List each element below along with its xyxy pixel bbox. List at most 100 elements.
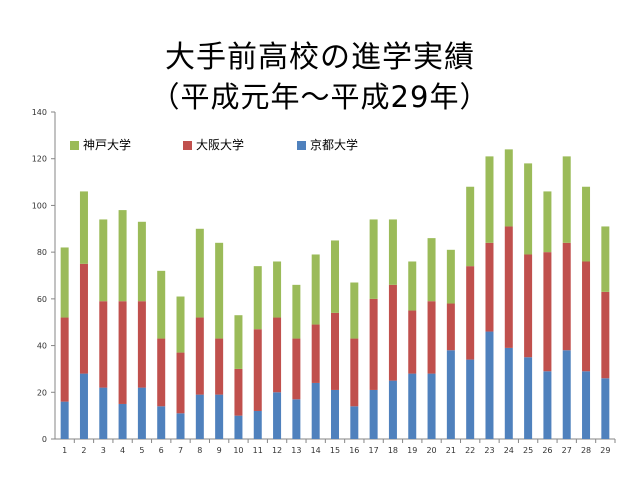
bar-kobe-14: [311, 254, 320, 325]
x-tick-label: 22: [465, 446, 475, 455]
x-tick-label: 17: [369, 446, 379, 455]
bar-kyoto-3: [99, 387, 108, 439]
bar-kyoto-4: [118, 403, 127, 439]
bar-kyoto-1: [60, 401, 69, 439]
bar-osaka-4: [118, 301, 127, 404]
y-tick-label: 0: [42, 435, 47, 444]
y-tick-label: 100: [32, 201, 47, 210]
bar-kyoto-23: [485, 331, 494, 439]
bar-osaka-11: [253, 329, 262, 411]
bar-kobe-10: [234, 315, 243, 369]
bar-kobe-16: [350, 282, 359, 339]
bar-kobe-22: [466, 186, 475, 267]
bar-osaka-3: [99, 301, 108, 388]
bar-osaka-13: [292, 338, 301, 400]
bar-kyoto-19: [408, 373, 417, 439]
x-tick-label: 10: [233, 446, 243, 455]
bar-kobe-19: [408, 261, 417, 311]
bar-kobe-26: [543, 191, 552, 253]
bar-kyoto-18: [388, 380, 397, 439]
x-tick-label: 7: [178, 446, 183, 455]
bar-kyoto-14: [311, 382, 320, 439]
bar-osaka-24: [504, 226, 513, 348]
x-tick-label: 14: [311, 446, 321, 455]
bar-kobe-3: [99, 219, 108, 302]
bar-osaka-29: [601, 291, 610, 379]
bar-kobe-1: [60, 247, 69, 318]
bar-kobe-18: [388, 219, 397, 285]
bar-kobe-29: [601, 226, 610, 292]
bar-kobe-28: [582, 186, 591, 262]
bar-osaka-16: [350, 338, 359, 407]
x-tick-label: 20: [426, 446, 436, 455]
bar-osaka-14: [311, 324, 320, 383]
bar-osaka-6: [157, 338, 166, 407]
x-tick-label: 5: [139, 446, 144, 455]
bar-kobe-7: [176, 296, 185, 353]
bar-kobe-20: [427, 238, 436, 302]
x-tick-label: 24: [504, 446, 514, 455]
bar-osaka-21: [446, 303, 455, 351]
chart-title-line2: （平成元年～平成29年）: [150, 80, 490, 114]
x-tick-label: 13: [291, 446, 301, 455]
x-tick-label: 6: [159, 446, 164, 455]
bar-osaka-17: [369, 298, 378, 390]
x-tick-label: 15: [330, 446, 340, 455]
bar-kyoto-6: [157, 406, 166, 439]
bar-osaka-8: [195, 317, 204, 395]
bar-osaka-5: [137, 301, 146, 388]
bar-osaka-20: [427, 301, 436, 374]
bar-osaka-2: [79, 263, 88, 374]
bar-kobe-5: [137, 221, 146, 302]
bar-kobe-2: [79, 191, 88, 264]
bar-osaka-27: [562, 242, 571, 351]
bar-kobe-9: [215, 242, 224, 339]
y-tick-label: 120: [32, 155, 47, 164]
bar-kobe-25: [524, 163, 533, 255]
bar-kyoto-22: [466, 359, 475, 439]
bar-kyoto-2: [79, 373, 88, 439]
y-tick-label: 20: [37, 388, 47, 397]
bar-osaka-10: [234, 368, 243, 416]
bar-kyoto-26: [543, 371, 552, 439]
bar-osaka-7: [176, 352, 185, 414]
x-tick-label: 9: [217, 446, 222, 455]
y-tick-label: 60: [37, 295, 47, 304]
bar-kyoto-7: [176, 413, 185, 439]
x-tick-label: 27: [562, 446, 572, 455]
x-tick-label: 1: [62, 446, 67, 455]
bar-kyoto-5: [137, 387, 146, 439]
bar-osaka-25: [524, 254, 533, 358]
x-tick-label: 19: [407, 446, 417, 455]
bar-kyoto-13: [292, 399, 301, 439]
bar-kobe-15: [331, 240, 339, 313]
bar-kobe-11: [253, 266, 262, 330]
bar-kyoto-16: [350, 406, 359, 439]
bar-osaka-23: [485, 242, 494, 332]
bar-osaka-9: [215, 338, 224, 395]
legend-swatch: [70, 141, 79, 150]
bar-kyoto-24: [504, 347, 513, 439]
bar-kyoto-9: [215, 394, 224, 439]
x-tick-label: 3: [101, 446, 106, 455]
bar-kyoto-8: [195, 394, 204, 439]
x-tick-label: 28: [581, 446, 591, 455]
legend-label: 京都大学: [310, 137, 358, 152]
bar-kyoto-20: [427, 373, 436, 439]
bar-osaka-26: [543, 252, 552, 372]
x-tick-label: 18: [388, 446, 398, 455]
bar-kyoto-11: [253, 410, 262, 439]
bar-kyoto-15: [331, 389, 339, 439]
bar-osaka-15: [331, 312, 339, 390]
bar-osaka-19: [408, 310, 417, 374]
bar-kobe-24: [504, 149, 513, 227]
x-tick-label: 21: [446, 446, 456, 455]
x-tick-label: 11: [253, 446, 263, 455]
bar-kobe-12: [273, 261, 282, 318]
bar-osaka-12: [273, 317, 282, 393]
bar-kyoto-17: [369, 389, 378, 439]
bar-kyoto-10: [234, 415, 243, 439]
bar-kyoto-21: [446, 350, 455, 439]
x-tick-label: 4: [120, 446, 125, 455]
